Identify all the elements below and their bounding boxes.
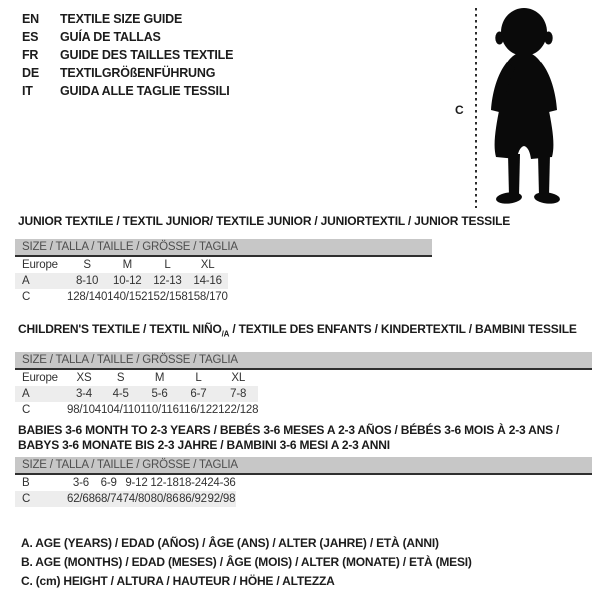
table-row: Europe XS S M L XL <box>15 370 258 386</box>
height-cell: 116/122 <box>178 404 219 417</box>
lang-label: GUÍA DE TALLAS <box>60 30 161 44</box>
height-cell: 80/86 <box>150 491 179 507</box>
age-cell: 4-5 <box>100 386 141 403</box>
height-cell: 158/170 <box>187 291 228 303</box>
table-row: Europe S M L XL <box>15 257 228 273</box>
height-cell: 140/152 <box>107 291 148 303</box>
height-cell: 122/128 <box>218 404 259 417</box>
age-cell: 12-13 <box>147 273 188 289</box>
lang-row-fr: FR GUIDE DES TAILLES TEXTILE <box>22 46 233 64</box>
lang-code: DE <box>22 66 39 80</box>
size-header-bar: SIZE / TALLA / TAILLE / GRÖSSE / TAGLIA <box>15 239 432 257</box>
lang-code: EN <box>22 12 39 26</box>
row-label: Europe <box>22 372 58 385</box>
lang-row-en: EN TEXTILE SIZE GUIDE <box>22 10 233 28</box>
junior-textile-table: Europe S M L XL A 8-10 10-12 12-13 14-16… <box>15 257 228 305</box>
height-cell: 62/68 <box>67 491 95 507</box>
age-cell: 24-36 <box>207 477 236 489</box>
babies-textile-table: B 3-6 6-9 9-12 12-18 18-24 24-36 C 62/68… <box>15 475 236 507</box>
height-cell: 128/140 <box>67 291 108 303</box>
height-cell: 92/98 <box>207 491 236 507</box>
height-cell: 98/104 <box>67 404 101 417</box>
title-subscript: /A <box>221 329 230 339</box>
height-measure-label: C <box>455 103 464 117</box>
lang-code: ES <box>22 30 39 44</box>
note-age-months: B. AGE (MONTHS) / EDAD (MESES) / ÂGE (MO… <box>21 555 472 569</box>
title-part: CHILDREN'S TEXTILE / TEXTIL NIÑO <box>18 322 222 336</box>
age-cell: 3-6 <box>72 477 89 489</box>
lang-row-es: ES GUÍA DE TALLAS <box>22 28 233 46</box>
junior-textile-section: JUNIOR TEXTILE / TEXTIL JUNIOR/ TEXTILE … <box>15 214 511 305</box>
height-cell: 86/92 <box>178 491 208 507</box>
table-row: B 3-6 6-9 9-12 12-18 18-24 24-36 <box>15 475 236 491</box>
babies-textile-section: BABIES 3-6 MONTH TO 2-3 YEARS / BEBÉS 3-… <box>15 423 592 507</box>
age-cell: 12-18 <box>150 477 179 489</box>
age-cell: 18-24 <box>178 477 208 489</box>
size-cell: XS <box>76 372 92 385</box>
toddler-silhouette <box>491 8 560 204</box>
age-cell: 8-10 <box>67 273 108 289</box>
row-label: C <box>22 291 31 303</box>
row-label: A <box>15 273 67 289</box>
size-cell: S <box>83 259 91 271</box>
age-cell: 5-6 <box>140 386 179 403</box>
table-row: C 98/104 104/110 110/116 116/122 122/128 <box>15 402 258 418</box>
size-cell: M <box>122 259 133 271</box>
age-cell: 3-4 <box>67 386 101 403</box>
lang-label: GUIDA ALLE TAGLIE TESSILI <box>60 84 230 98</box>
age-cell: 9-12 <box>125 477 148 489</box>
height-cell: 74/80 <box>122 491 151 507</box>
size-cell: XL <box>231 372 246 385</box>
age-cell: 10-12 <box>107 273 148 289</box>
childrens-textile-title: CHILDREN'S TEXTILE / TEXTIL NIÑO/A / TEX… <box>18 322 592 341</box>
size-cell: L <box>164 259 171 271</box>
height-dotted-line <box>475 8 477 208</box>
lang-label: TEXTILGRÖßENFÜHRUNG <box>60 66 216 80</box>
height-cell: 110/116 <box>140 404 179 417</box>
lang-row-it: IT GUIDA ALLE TAGLIE TESSILI <box>22 82 233 100</box>
row-label: A <box>15 386 67 403</box>
note-age-years: A. AGE (YEARS) / EDAD (AÑOS) / ÂGE (ANS)… <box>21 536 439 550</box>
row-label: Europe <box>22 259 58 271</box>
age-cell: 6-7 <box>178 386 219 403</box>
lang-label: TEXTILE SIZE GUIDE <box>60 12 183 26</box>
size-header-bar: SIZE / TALLA / TAILLE / GRÖSSE / TAGLIA <box>15 352 592 371</box>
height-cell: 68/74 <box>94 491 123 507</box>
row-label: B <box>22 477 30 489</box>
lang-code: FR <box>22 48 39 62</box>
babies-title-line1: BABIES 3-6 MONTH TO 2-3 YEARS / BEBÉS 3-… <box>18 423 560 437</box>
age-cell: 6-9 <box>100 477 117 489</box>
junior-textile-title: JUNIOR TEXTILE / TEXTIL JUNIOR/ TEXTILE … <box>18 214 511 228</box>
table-row: A 3-4 4-5 5-6 6-7 7-8 <box>15 386 259 403</box>
legend-notes: A. AGE (YEARS) / EDAD (AÑOS) / ÂGE (ANS)… <box>21 534 472 591</box>
row-label: C <box>22 404 31 417</box>
lang-row-de: DE TEXTILGRÖßENFÜHRUNG <box>22 64 233 82</box>
size-cell: M <box>154 372 165 385</box>
size-cell: L <box>195 372 202 385</box>
childrens-textile-table: Europe XS S M L XL A 3-4 4-5 5-6 6-7 7-8… <box>15 370 258 418</box>
size-header-bar: SIZE / TALLA / TAILLE / GRÖSSE / TAGLIA <box>15 457 592 475</box>
note-height-cm: C. (cm) HEIGHT / ALTURA / HAUTEUR / HÖHE… <box>21 574 335 588</box>
height-cell: 104/110 <box>100 404 141 417</box>
age-cell: 14-16 <box>187 273 228 289</box>
row-label: C <box>15 491 67 507</box>
lang-code: IT <box>22 84 33 98</box>
table-row: C 62/68 68/74 74/80 80/86 86/92 92/98 <box>15 491 236 507</box>
age-cell: 7-8 <box>218 386 259 403</box>
table-row: A 8-10 10-12 12-13 14-16 <box>15 273 228 289</box>
title-part: / TEXTILE DES ENFANTS / KINDERTEXTIL / B… <box>229 322 577 336</box>
lang-label: GUIDE DES TAILLES TEXTILE <box>60 48 234 62</box>
height-cell: 152/158 <box>147 291 188 303</box>
childrens-textile-section: CHILDREN'S TEXTILE / TEXTIL NIÑO/A / TEX… <box>15 322 592 418</box>
language-list: EN TEXTILE SIZE GUIDE ES GUÍA DE TALLAS … <box>22 10 233 100</box>
babies-title-line2: BABYS 3-6 MONATE BIS 2-3 JAHRE / BAMBINI… <box>18 438 390 452</box>
size-cell: S <box>116 372 125 385</box>
table-row: C 128/140 140/152 152/158 158/170 <box>15 289 228 305</box>
size-cell: XL <box>200 259 215 271</box>
